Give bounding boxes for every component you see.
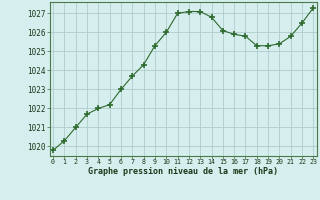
- X-axis label: Graphe pression niveau de la mer (hPa): Graphe pression niveau de la mer (hPa): [88, 167, 278, 176]
